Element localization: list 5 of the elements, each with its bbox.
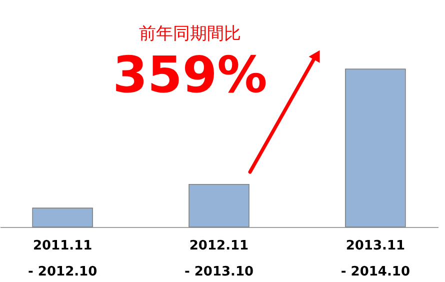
text: 前年同期間比	[139, 24, 241, 44]
x-tick-label: 2013.11 - 2014.10	[340, 238, 410, 280]
x-tick-label: 2011.11 - 2012.10	[28, 238, 98, 280]
x-tick-label: 2012.11 - 2013.10	[184, 238, 254, 280]
annotation: 359%	[112, 46, 268, 104]
